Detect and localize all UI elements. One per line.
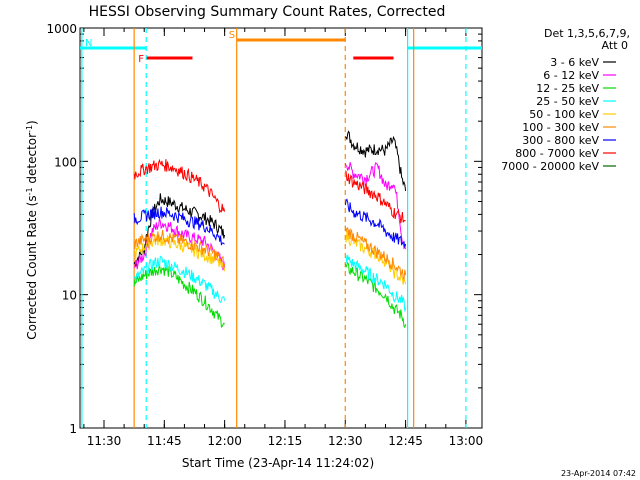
y-axis-label-tail: detector [25, 133, 39, 188]
legend-entry-label: 6 - 12 keV [543, 69, 599, 82]
x-tick-label: 12:00 [207, 434, 242, 448]
x-tick-label: 12:15 [268, 434, 303, 448]
series-lines [133, 130, 407, 329]
legend-subheader: Att 0 [602, 39, 628, 52]
legend-entry-label: 800 - 7000 keV [515, 147, 599, 160]
legend-entry-label: 3 - 6 keV [550, 56, 599, 69]
y-tick-label: 10 [62, 289, 77, 303]
axis-ticks: 11:30 11:45 12:00 12:15 12:30 12:45 13:00 1 10 10… [46, 22, 483, 448]
flag-label-s: S [229, 30, 235, 41]
x-axis-label: Start Time (23-Apr-14 11:24:02) [182, 456, 374, 470]
series-line [344, 261, 407, 329]
y-axis-label-sup2: -1 [25, 125, 34, 133]
series-line [344, 170, 406, 224]
series-line [344, 230, 407, 285]
series-line [133, 229, 226, 269]
series-line [133, 158, 226, 214]
legend-entry-label: 25 - 50 keV [536, 95, 599, 108]
y-tick-label: 1000 [46, 22, 77, 36]
y-tick-label: 100 [54, 155, 77, 169]
plot-frame [79, 27, 483, 429]
legend-header: Det 1,3,5,6,7,9, [544, 27, 630, 40]
legend-entry-label: 50 - 100 keV [529, 108, 599, 121]
legend-entry-label: 12 - 25 keV [536, 82, 599, 95]
legend-entry-label: 300 - 800 keV [522, 134, 599, 147]
series-line [344, 225, 407, 281]
y-axis-label-main: Corrected Count Rate (s [25, 195, 39, 339]
x-tick-label: 12:45 [388, 434, 423, 448]
plot-border [79, 27, 483, 429]
y-axis-label: Corrected Count Rate (s-1 detector-1) [25, 120, 40, 339]
legend-entry-label: 100 - 300 keV [522, 121, 599, 134]
x-tick-label: 13:00 [449, 434, 484, 448]
y-axis-label-end: ) [25, 120, 39, 125]
series-line [133, 255, 226, 304]
x-tick-label: 11:45 [147, 434, 182, 448]
chart-title: HESSI Observing Summary Count Rates, Cor… [89, 4, 446, 20]
series-line [344, 254, 407, 312]
flag-label-f: F [138, 54, 144, 65]
series-line [344, 161, 407, 250]
legend-entry-label: 7000 - 20000 keV [501, 160, 599, 173]
flag-bars: N F S [80, 28, 482, 428]
y-axis-label-sup: -1 [25, 187, 34, 195]
series-line [133, 193, 226, 267]
x-tick-label: 12:30 [328, 434, 363, 448]
x-tick-label: 11:30 [87, 434, 122, 448]
series-line [133, 264, 225, 329]
series-line [133, 205, 225, 246]
flag-label-n: N [85, 38, 92, 49]
y-tick-label: 1 [69, 422, 77, 436]
series-line [344, 198, 407, 248]
timestamp: 23-Apr-2014 07:42 [561, 469, 636, 478]
series-line [345, 130, 407, 191]
